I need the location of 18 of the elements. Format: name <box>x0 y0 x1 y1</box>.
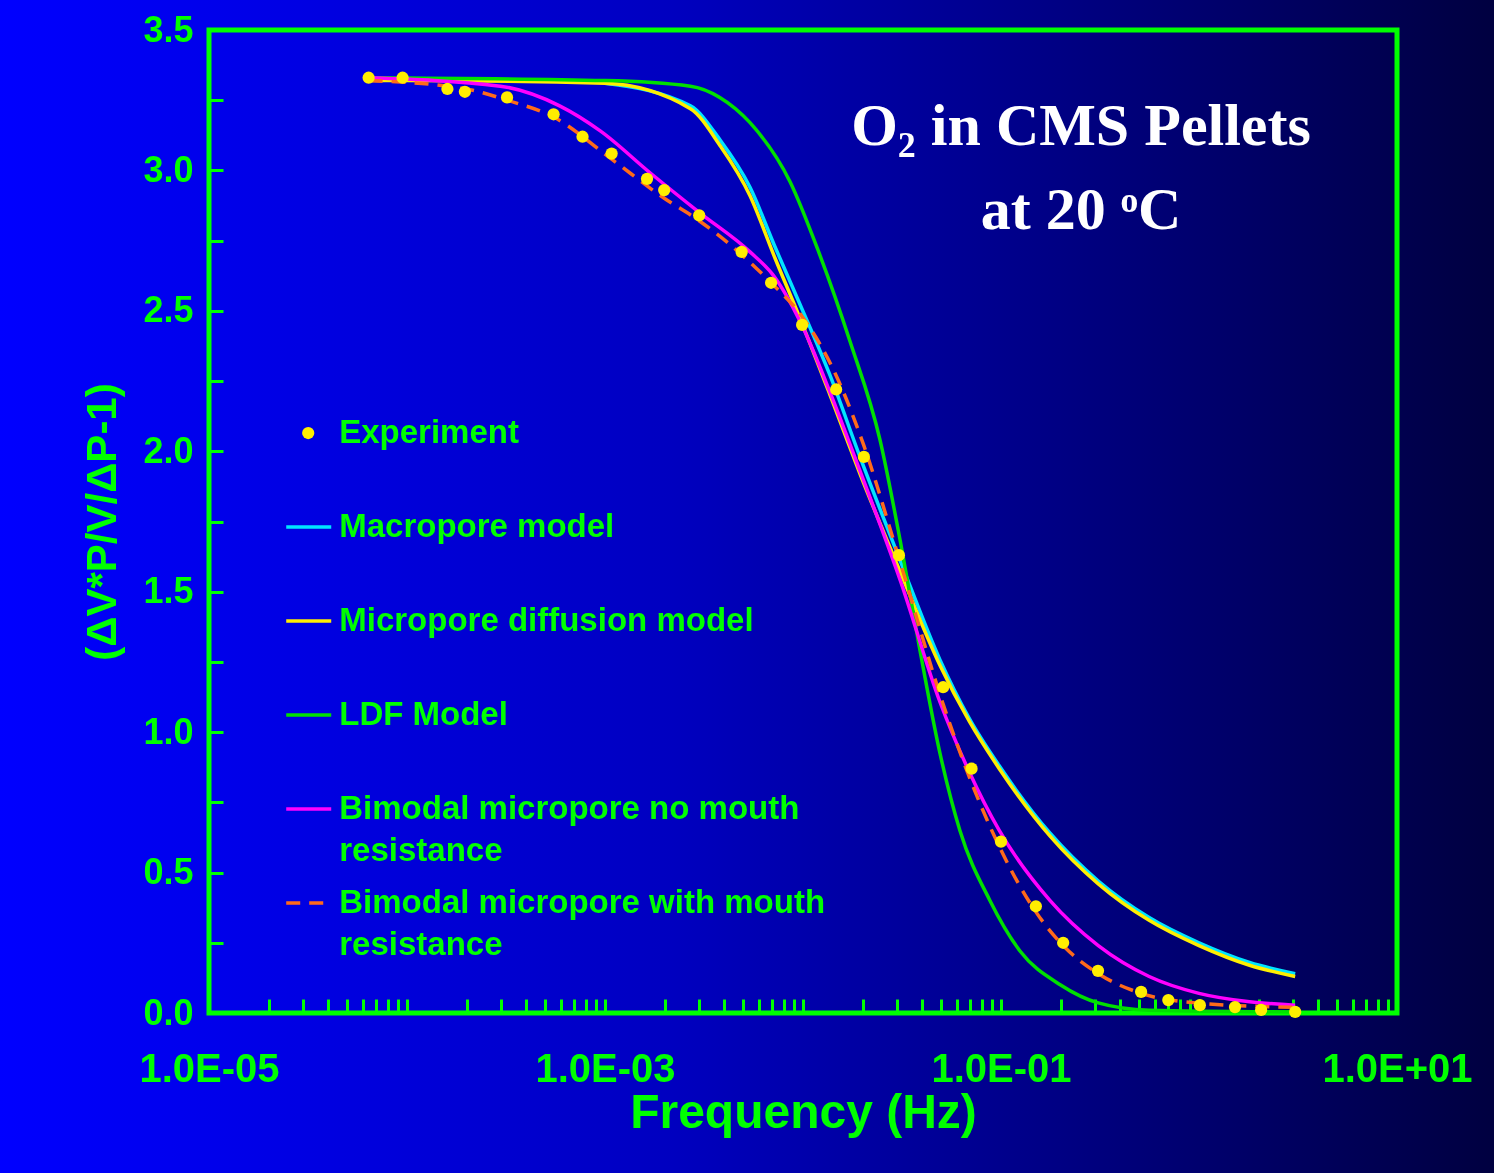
legend-label: LDF Model <box>339 695 508 733</box>
x-tick-label: 1.0E-05 <box>139 1045 280 1090</box>
y-tick-label: 0.5 <box>143 851 194 893</box>
y-tick-label: 2.5 <box>143 289 194 331</box>
y-tick-label: 3.5 <box>143 8 194 50</box>
y-tick-label: 3.0 <box>143 148 194 190</box>
legend-label: Bimodal micropore no mouth resistance <box>339 789 800 869</box>
y-tick-label: 0.0 <box>143 991 194 1033</box>
legend-label: Macropore model <box>339 507 615 545</box>
x-tick-label: 1.0E+01 <box>1322 1045 1473 1090</box>
legend-label: Micropore diffusion model <box>339 601 754 639</box>
y-tick-label: 2.0 <box>143 429 194 471</box>
legend-label: Bimodal micropore with mouth resistance <box>339 883 826 963</box>
legend-label: Experiment <box>339 413 519 451</box>
text: O₂ in CMS Pellets at 20 ᵒC <box>851 92 1311 242</box>
y-tick-label: 1.0 <box>143 710 194 752</box>
y-tick-label: 1.5 <box>143 570 194 612</box>
y-axis-title: (ΔV*P/V/ΔP-1) <box>78 383 126 661</box>
